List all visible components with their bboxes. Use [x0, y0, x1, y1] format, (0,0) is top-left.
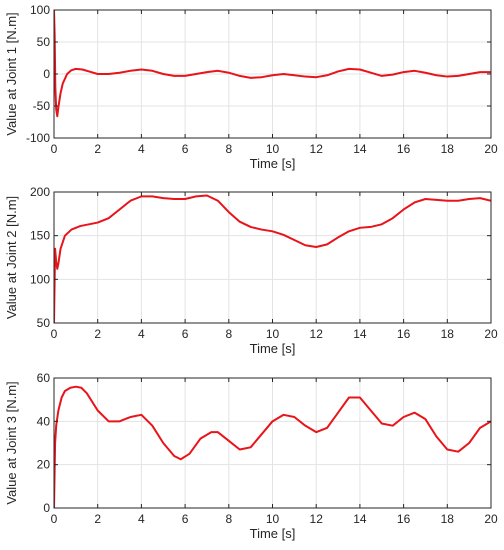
x-tick-label: 10 — [266, 512, 280, 526]
x-tick-label: 16 — [397, 327, 411, 341]
x-tick-label: 16 — [397, 142, 411, 156]
x-tick-label: 2 — [94, 142, 101, 156]
x-tick-label: 0 — [51, 327, 58, 341]
y-tick-label: 0 — [43, 501, 50, 515]
x-tick-label: 2 — [94, 512, 101, 526]
x-tick-label: 8 — [225, 512, 232, 526]
x-tick-label: 12 — [310, 142, 324, 156]
y-tick-label: 50 — [37, 35, 51, 49]
y-tick-label: 50 — [37, 316, 51, 330]
y-tick-label: -50 — [33, 99, 51, 113]
x-axis-label: Time [s] — [250, 526, 296, 541]
x-tick-label: 14 — [353, 142, 367, 156]
x-axis-label: Time [s] — [250, 156, 296, 171]
y-tick-label: 40 — [37, 414, 51, 428]
x-tick-label: 4 — [138, 142, 145, 156]
x-tick-label: 18 — [441, 512, 455, 526]
y-axis-label: Value at Joint 2 [N.m] — [4, 196, 19, 319]
x-tick-label: 16 — [397, 512, 411, 526]
x-tick-label: 4 — [138, 512, 145, 526]
y-tick-label: 0 — [43, 67, 50, 81]
x-tick-label: 12 — [310, 512, 324, 526]
chart-panel-1: 0 2 4 6 8 10 12 14 16 18 20 -100 -50 0 50 100 Time [s] Va… — [4, 3, 498, 171]
y-tick-label: 60 — [37, 371, 51, 385]
y-tick-label: 20 — [37, 458, 51, 472]
x-tick-label: 2 — [94, 327, 101, 341]
x-tick-label: 20 — [484, 327, 498, 341]
chart-panel-2: 0 2 4 6 8 10 12 14 16 18 20 50 100 150 200 Time [s] Valu… — [4, 185, 498, 356]
y-axis-label: Value at Joint 3 [N.m] — [4, 381, 19, 504]
x-tick-label: 10 — [266, 327, 280, 341]
y-tick-label: 150 — [30, 229, 50, 243]
series-line-joint-1 — [54, 9, 491, 118]
x-tick-label: 20 — [484, 512, 498, 526]
y-tick-label: -100 — [26, 131, 50, 145]
y-tick-label: 100 — [30, 3, 50, 17]
series-line-joint-2 — [54, 194, 491, 324]
x-tick-label: 4 — [138, 327, 145, 341]
series-line-joint-3 — [54, 385, 491, 509]
x-tick-label: 6 — [182, 512, 189, 526]
y-tick-label: 100 — [30, 272, 50, 286]
x-tick-label: 6 — [182, 142, 189, 156]
y-tick-label: 200 — [30, 185, 50, 199]
x-tick-label: 14 — [353, 512, 367, 526]
x-tick-label: 6 — [182, 327, 189, 341]
x-tick-label: 8 — [225, 142, 232, 156]
x-tick-label: 18 — [441, 142, 455, 156]
x-tick-label: 8 — [225, 327, 232, 341]
x-tick-label: 20 — [484, 142, 498, 156]
chart-panel-3: 0 2 4 6 8 10 12 14 16 18 20 0 20 40 60 Time [s] Value at… — [4, 371, 498, 541]
x-tick-label: 0 — [51, 142, 58, 156]
x-tick-label: 14 — [353, 327, 367, 341]
x-tick-label: 10 — [266, 142, 280, 156]
x-tick-label: 0 — [51, 512, 58, 526]
x-tick-label: 18 — [441, 327, 455, 341]
y-axis-label: Value at Joint 1 [N.m] — [4, 12, 19, 135]
x-tick-label: 12 — [310, 327, 324, 341]
x-axis-label: Time [s] — [250, 341, 296, 356]
